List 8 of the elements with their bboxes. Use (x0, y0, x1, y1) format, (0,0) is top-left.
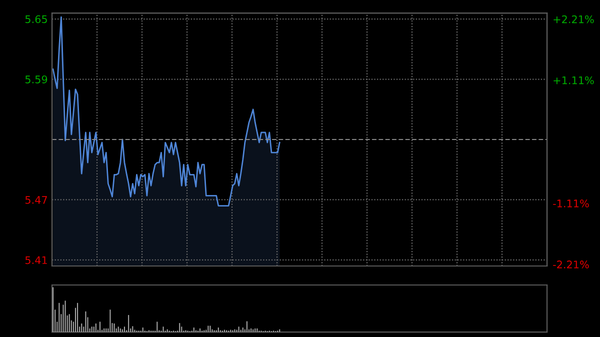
y2-tick-label: -2.21% (553, 260, 589, 268)
y-tick-label: 5.65 (25, 15, 47, 24)
y-tick-label: 5.47 (25, 196, 47, 204)
y-tick-label: 5.41 (25, 256, 47, 264)
y2-tick-label: +2.21% (554, 15, 594, 24)
y-tick-label: 5.59 (25, 75, 48, 84)
y2-tick-label: -1.11% (553, 200, 589, 208)
y2-tick-label: +1.11% (554, 76, 594, 84)
